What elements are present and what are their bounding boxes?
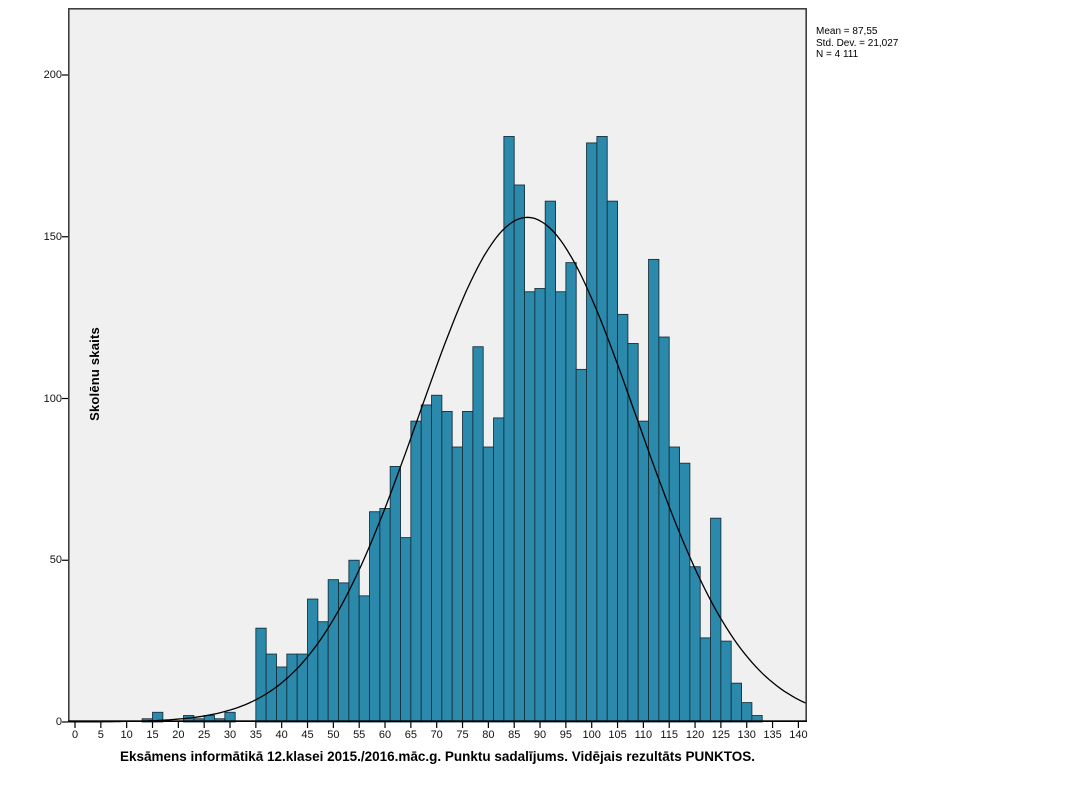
y-tick-label: 100	[43, 392, 62, 405]
histogram-bar	[627, 343, 639, 723]
y-tick-label: 200	[43, 69, 62, 81]
histogram-bar	[358, 595, 370, 723]
histogram-bar	[710, 517, 722, 723]
x-tick-label: 110	[634, 729, 653, 741]
histogram-bar	[296, 653, 308, 723]
x-tick-label: 105	[608, 729, 627, 741]
histogram-bar	[451, 446, 463, 723]
x-tick-label: 25	[198, 729, 211, 741]
histogram-bar	[410, 420, 422, 723]
x-tick-label: 35	[249, 729, 262, 741]
histogram-bar	[730, 682, 742, 723]
histogram-bar	[617, 313, 629, 723]
histogram-bar	[586, 142, 598, 723]
x-tick-label: 140	[789, 729, 808, 741]
histogram-bar	[668, 446, 680, 723]
histogram-bar	[441, 410, 453, 723]
y-tick-label: 50	[49, 554, 62, 567]
histogram-bar	[327, 579, 339, 723]
histogram-bar	[307, 598, 319, 723]
x-tick-label: 55	[353, 729, 366, 741]
histogram-bar	[544, 200, 556, 723]
y-axis-label: Skolēnu skaits	[87, 327, 102, 421]
x-tick-label: 20	[172, 729, 185, 741]
x-tick-label: 50	[327, 729, 340, 741]
x-tick-label: 60	[378, 729, 392, 741]
stats-mean: Mean = 87,55	[816, 26, 878, 37]
histogram-bar	[555, 291, 567, 723]
x-tick-label: 75	[456, 729, 469, 741]
histogram-bar	[400, 537, 412, 723]
x-tick-label: 80	[482, 729, 495, 741]
x-tick-label: 0	[71, 729, 79, 741]
histogram-bar	[462, 410, 474, 723]
histogram-svg	[62, 8, 808, 728]
histogram-bar	[420, 404, 432, 723]
normal-curve	[68, 216, 807, 723]
histogram-bar	[389, 465, 401, 723]
histogram-bar	[534, 288, 546, 723]
histogram-bar	[648, 258, 660, 723]
histogram-bar	[699, 637, 711, 723]
histogram-bar	[338, 582, 350, 723]
histogram-bar	[741, 702, 753, 723]
x-tick-label: 120	[685, 729, 705, 741]
x-tick-label: 135	[763, 729, 782, 741]
histogram-bar	[431, 394, 443, 723]
x-tick-label: 30	[223, 729, 237, 741]
histogram-bar	[472, 346, 484, 723]
histogram-bar	[720, 640, 732, 723]
x-tick-label: 40	[275, 729, 288, 741]
stats-n: N = 4 111	[816, 49, 859, 60]
stats-box: Mean = 87,55 Std. Dev. = 21,027 N = 4 11…	[816, 26, 898, 61]
histogram-bar	[679, 462, 691, 723]
x-tick-label: 15	[146, 729, 159, 741]
y-tick-label: 150	[43, 230, 62, 243]
histogram-bar	[575, 368, 587, 723]
x-tick-label: 130	[737, 729, 756, 741]
histogram-bar	[637, 420, 649, 723]
x-tick-label: 45	[301, 729, 314, 741]
histogram-bar	[606, 200, 618, 723]
x-tick-label: 115	[660, 729, 678, 741]
x-tick-label: 100	[582, 729, 601, 741]
histogram-bar	[255, 627, 267, 723]
histogram-bar	[524, 291, 536, 723]
histogram-bar	[689, 566, 701, 723]
histogram-bar	[286, 653, 298, 723]
x-tick-label: 90	[533, 729, 547, 741]
histogram-bar	[513, 184, 525, 723]
stats-stddev: Std. Dev. = 21,027	[816, 37, 899, 49]
histogram-bar	[493, 417, 505, 723]
x-tick-label: 65	[404, 729, 417, 741]
histogram-bar	[658, 336, 670, 723]
x-tick-label: 85	[508, 729, 521, 741]
chart-title: Eksāmens informātikā 12.klasei 2015./201…	[119, 749, 756, 764]
histogram-bar	[348, 559, 360, 723]
x-tick-label: 10	[120, 729, 133, 741]
histogram-bar	[565, 262, 577, 723]
plot-area: Skolēnu skaits	[62, 8, 808, 728]
x-tick-label: 95	[559, 729, 572, 741]
histogram-bar	[482, 446, 494, 723]
histogram-bar	[379, 508, 391, 723]
x-tick-label: 5	[97, 729, 104, 741]
x-tick-label: 70	[430, 729, 443, 741]
y-tick-label: 0	[55, 716, 62, 728]
x-tick-label: 125	[711, 729, 731, 741]
histogram-bar	[276, 666, 288, 723]
histogram-bar	[596, 136, 608, 723]
